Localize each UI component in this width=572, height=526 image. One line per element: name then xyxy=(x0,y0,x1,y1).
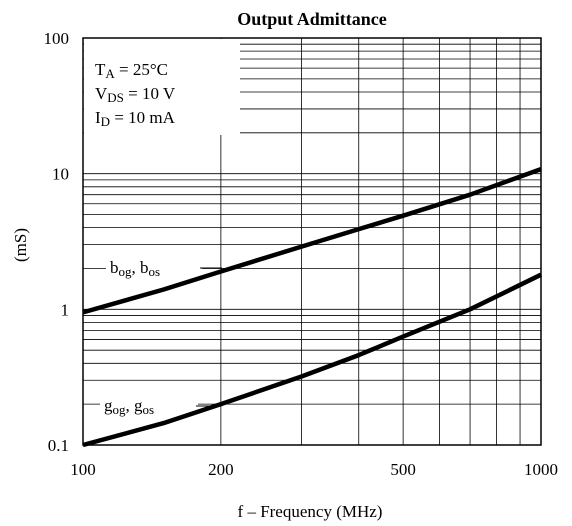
y-tick-label: 10 xyxy=(52,165,69,184)
text-part: T xyxy=(95,60,106,79)
x-tick-label: 500 xyxy=(390,460,416,479)
text-part: D xyxy=(101,114,110,129)
marks xyxy=(82,167,542,448)
text-part: , g xyxy=(126,396,144,415)
text-part: , b xyxy=(132,258,149,277)
label-bg xyxy=(100,393,198,419)
condition-text: TA = 25°C xyxy=(95,60,168,81)
y-tick-label: 1 xyxy=(61,300,70,319)
text-part: = 25°C xyxy=(115,60,168,79)
y-tick-label: 0.1 xyxy=(48,436,69,455)
plot-frame xyxy=(82,37,542,446)
x-tick-label: 1000 xyxy=(524,460,558,479)
condition-text: ID = 10 mA xyxy=(95,108,176,129)
series-label: bog, bos xyxy=(110,258,160,279)
condition-text: VDS = 10 V xyxy=(95,84,176,105)
chart-title: Output Admittance xyxy=(237,9,387,29)
text-part: b xyxy=(110,258,119,277)
x-tick-label: 200 xyxy=(208,460,234,479)
text-part: A xyxy=(105,66,115,81)
text-part: V xyxy=(95,84,108,103)
label-bg xyxy=(106,255,202,281)
series-label: gog, gos xyxy=(104,396,154,417)
y-axis-label: (mS) xyxy=(11,228,30,262)
text-part: os xyxy=(149,264,161,279)
text-part: g xyxy=(104,396,113,415)
series-line xyxy=(82,167,542,315)
y-tick-label: 100 xyxy=(44,29,70,48)
conditions-box xyxy=(84,39,240,135)
x-axis-label: f – Frequency (MHz) xyxy=(238,502,383,521)
text-part: os xyxy=(143,402,155,417)
series-line xyxy=(82,272,542,448)
x-tick-label: 100 xyxy=(70,460,96,479)
text-part: = 10 V xyxy=(124,84,176,103)
text-part: og xyxy=(119,264,133,279)
text-part: og xyxy=(113,402,127,417)
text-part: = 10 mA xyxy=(110,108,176,127)
text-part: I xyxy=(95,108,101,127)
text-part: DS xyxy=(107,90,124,105)
